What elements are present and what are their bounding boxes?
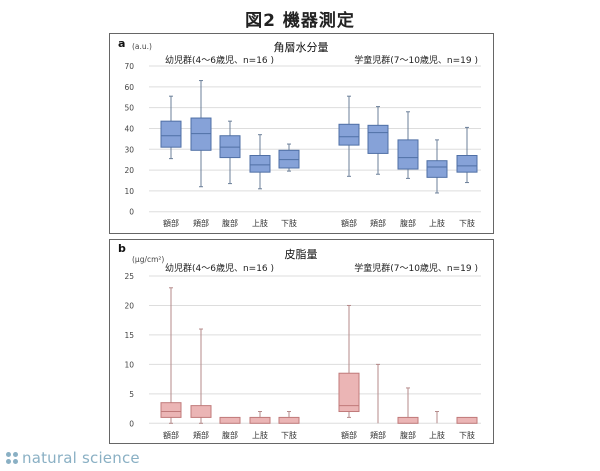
panel-letter: b <box>118 242 126 255</box>
brand-logo: natural science <box>6 449 140 467</box>
box-腹部 <box>219 416 241 424</box>
y-tick-label: 0 <box>129 208 134 217</box>
x-category-label: 下肢 <box>281 430 297 440</box>
x-category-label: 上肢 <box>252 218 268 228</box>
x-category-label: 下肢 <box>281 218 297 228</box>
box-額部 <box>338 95 360 177</box>
group-label-child: 幼児群(4〜6歳児、n=16 ) <box>165 262 274 274</box>
box-頬部 <box>376 363 380 424</box>
y-tick-label: 50 <box>124 104 134 113</box>
x-category-label: 下肢 <box>459 218 475 228</box>
group-label-school: 学童児群(7〜10歳児、n=19 ) <box>354 262 478 274</box>
box-上肢 <box>249 411 271 424</box>
x-category-label: 腹部 <box>222 430 238 440</box>
x-category-label: 上肢 <box>252 430 268 440</box>
y-tick-label: 0 <box>129 419 134 428</box>
box-頬部 <box>190 80 212 188</box>
y-tick-label: 10 <box>124 360 134 369</box>
box-額部 <box>160 287 182 424</box>
group-label-child: 幼児群(4〜6歳児、n=16 ) <box>165 54 274 66</box>
y-tick-label: 5 <box>129 390 134 399</box>
x-category-label: 額部 <box>341 218 357 228</box>
panel-b-sebum: b (μg/cm²) 皮脂量 幼児群(4〜6歳児、n=16 ) 学童児群(7〜10歳児、… <box>109 239 494 444</box>
panel-a-stratum-corneum-hydration: a (a.u.) 角層水分量 幼児群(4〜6歳児、n=16 ) 学童児群(7〜10歳児、… <box>109 33 494 234</box>
y-tick-label: 70 <box>124 62 134 71</box>
x-category-label: 腹部 <box>400 218 416 228</box>
y-tick-label: 25 <box>124 272 134 281</box>
box-頬部 <box>190 328 212 424</box>
box-下肢 <box>456 416 478 424</box>
x-category-label: 額部 <box>341 430 357 440</box>
box-腹部 <box>397 111 419 179</box>
y-tick-label: 40 <box>124 124 134 133</box>
box-腹部 <box>219 120 241 185</box>
y-tick-label: 60 <box>124 83 134 92</box>
box-上肢 <box>426 139 448 194</box>
x-category-label: 頬部 <box>370 218 386 228</box>
brand-name: natural science <box>22 449 140 467</box>
x-category-label: 頬部 <box>193 218 209 228</box>
box-額部 <box>160 95 182 160</box>
box-下肢 <box>278 411 300 424</box>
y-tick-label: 30 <box>124 145 134 154</box>
box-下肢 <box>278 143 300 172</box>
brand-dots-icon <box>6 452 18 464</box>
panel-letter: a <box>118 37 125 50</box>
box-頬部 <box>367 106 389 175</box>
chart-title: 皮脂量 <box>285 247 318 261</box>
x-category-label: 腹部 <box>222 218 238 228</box>
box-額部 <box>338 304 360 418</box>
x-category-label: 下肢 <box>459 430 475 440</box>
x-category-label: 頬部 <box>193 430 209 440</box>
y-axis-unit: (μg/cm²) <box>132 255 164 264</box>
group-label-school: 学童児群(7〜10歳児、n=19 ) <box>354 54 478 66</box>
x-category-label: 頬部 <box>370 430 386 440</box>
x-category-label: 上肢 <box>429 218 445 228</box>
x-category-label: 上肢 <box>429 430 445 440</box>
y-tick-label: 20 <box>124 301 134 310</box>
y-tick-label: 20 <box>124 166 134 175</box>
figure-title: 図2 機器測定 <box>245 11 355 31</box>
box-上肢 <box>249 134 271 190</box>
y-axis-unit: (a.u.) <box>132 42 152 51</box>
box-下肢 <box>456 126 478 184</box>
y-tick-label: 10 <box>124 187 134 196</box>
x-category-label: 腹部 <box>400 430 416 440</box>
chart-title: 角層水分量 <box>274 41 329 54</box>
x-category-label: 額部 <box>163 218 179 228</box>
box-上肢 <box>435 411 439 424</box>
box-腹部 <box>397 387 419 424</box>
x-category-label: 額部 <box>163 430 179 440</box>
y-tick-label: 15 <box>124 331 134 340</box>
